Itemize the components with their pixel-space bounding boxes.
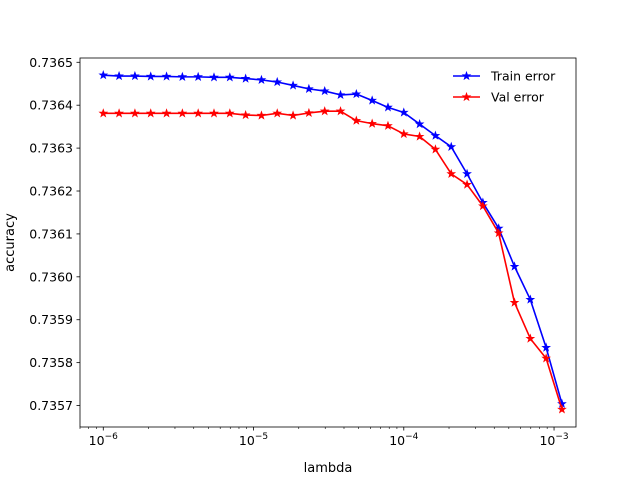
y-tick-label: 0.7360 — [29, 269, 73, 284]
data-point-marker — [509, 261, 520, 271]
data-point-marker — [130, 108, 140, 118]
data-point-marker — [145, 71, 156, 81]
data-point-marker — [98, 108, 109, 118]
x-tick-label: 10−3 — [539, 432, 568, 448]
data-point-marker — [161, 108, 172, 118]
legend-item: Train error — [453, 69, 556, 84]
series-line — [103, 74, 563, 405]
data-point-marker — [557, 404, 567, 414]
data-point-marker — [351, 115, 362, 125]
y-tick-label: 0.7364 — [29, 98, 73, 113]
data-point-marker — [414, 118, 425, 129]
y-tick-label: 0.7358 — [29, 355, 73, 370]
y-axis-label: accuracy — [3, 213, 18, 272]
series-1 — [98, 70, 567, 408]
plot-frame — [79, 57, 577, 428]
data-point-marker — [319, 85, 330, 96]
data-point-marker — [209, 72, 219, 82]
data-point-marker — [335, 89, 346, 100]
data-point-marker — [272, 108, 283, 118]
y-tick-label: 0.7361 — [29, 226, 73, 241]
series-2 — [98, 106, 567, 414]
data-point-marker — [383, 102, 393, 112]
y-tick-label: 0.7359 — [29, 312, 73, 327]
data-point-marker — [446, 168, 457, 178]
x-tick-label: 10−5 — [239, 432, 268, 448]
data-point-marker — [256, 110, 267, 120]
data-point-marker — [319, 106, 330, 116]
data-point-marker — [240, 73, 251, 83]
data-point-marker — [509, 297, 520, 307]
data-point-marker — [525, 294, 536, 304]
data-point-marker — [288, 80, 298, 90]
data-point-marker — [525, 333, 536, 343]
legend: Train error Val error — [453, 69, 556, 105]
y-tick-label: 0.7357 — [29, 398, 73, 413]
data-point-marker — [430, 144, 441, 154]
plot-area — [98, 70, 567, 414]
y-tick-label: 0.7365 — [29, 55, 73, 70]
data-point-marker — [272, 76, 283, 87]
data-point-marker — [224, 108, 235, 118]
data-point-marker — [541, 353, 551, 363]
data-point-marker — [446, 141, 457, 151]
data-point-marker — [193, 108, 204, 118]
data-point-marker — [193, 71, 204, 82]
data-point-marker — [478, 200, 488, 211]
data-point-marker — [145, 108, 156, 118]
data-point-marker — [430, 130, 441, 140]
data-point-marker — [161, 71, 172, 81]
axes: 10−6 10−5 10−4 10−3 0.7357 0.7358 0.7359 0.7360… — [29, 55, 577, 448]
data-point-marker — [367, 95, 377, 105]
x-tick-label: 10−4 — [389, 432, 418, 448]
data-point-marker — [398, 128, 409, 139]
y-tick-label: 0.7363 — [29, 141, 73, 156]
x-tick-label: 10−6 — [89, 432, 118, 448]
data-point-marker — [177, 108, 188, 118]
data-point-marker — [335, 106, 346, 116]
data-point-marker — [351, 88, 362, 99]
data-point-marker — [288, 110, 298, 120]
data-point-marker — [114, 70, 124, 81]
data-point-marker — [414, 131, 425, 141]
data-point-marker — [256, 74, 267, 85]
legend-marker — [461, 91, 472, 102]
legend-marker — [461, 70, 472, 81]
legend-label: Val error — [491, 90, 545, 105]
data-point-marker — [367, 118, 377, 128]
data-point-marker — [240, 109, 251, 120]
data-point-marker — [541, 342, 551, 352]
data-point-marker — [177, 71, 188, 82]
data-point-marker — [304, 107, 314, 118]
data-point-marker — [209, 108, 219, 118]
data-point-marker — [304, 83, 314, 94]
data-point-marker — [383, 120, 393, 130]
data-point-marker — [224, 72, 235, 82]
data-point-marker — [398, 107, 409, 117]
data-point-marker — [493, 227, 504, 238]
data-point-marker — [462, 179, 472, 189]
y-tick-label: 0.7362 — [29, 184, 73, 199]
series-line — [103, 110, 563, 410]
legend-label: Train error — [490, 69, 556, 84]
data-point-marker — [130, 70, 140, 81]
data-point-marker — [114, 108, 124, 118]
data-point-marker — [462, 168, 472, 178]
x-axis-label: lambda — [304, 461, 353, 476]
data-point-marker — [98, 70, 109, 80]
legend-item: Val error — [453, 90, 545, 105]
